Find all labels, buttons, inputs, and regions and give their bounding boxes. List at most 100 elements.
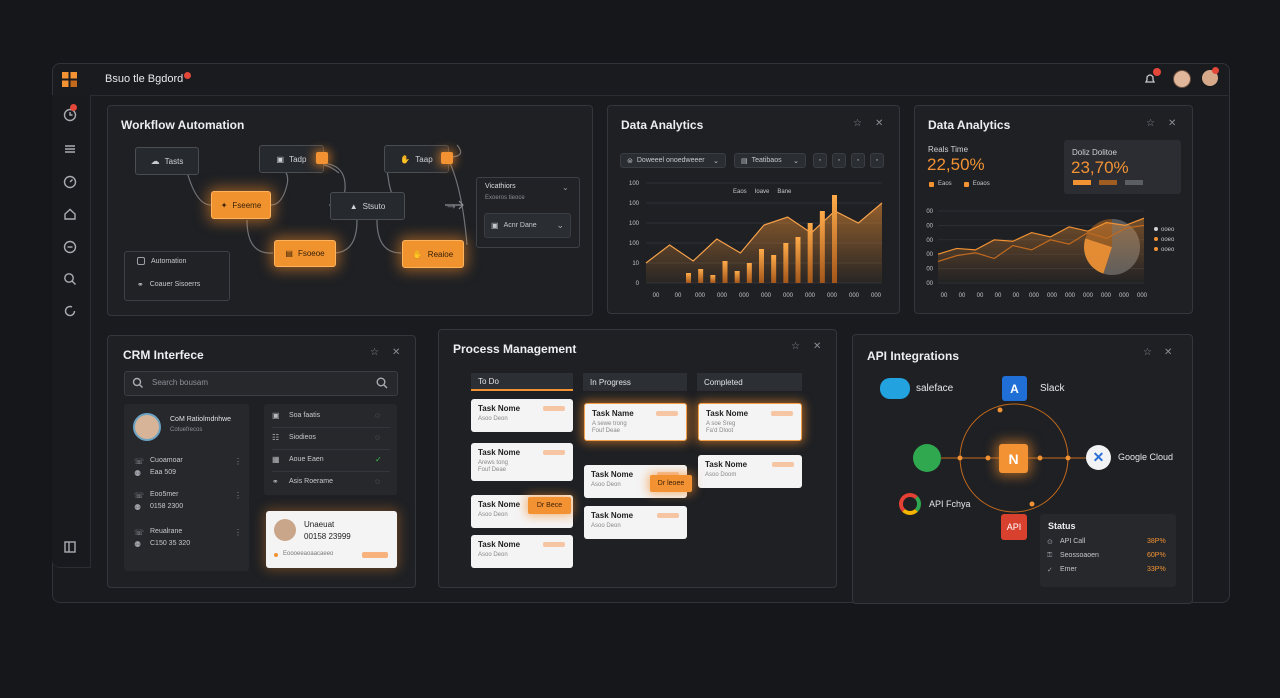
refresh-icon[interactable]: [63, 304, 77, 323]
list-item-icon: ☷: [272, 433, 280, 442]
toolbar-btn-3[interactable]: ◦: [851, 153, 865, 168]
status-row-label: Emer: [1060, 566, 1077, 573]
column-todo[interactable]: To Do: [471, 373, 573, 391]
crm-list-item[interactable]: ⚭ Asis Roerame ◌: [272, 477, 390, 493]
close-icon[interactable]: ✕: [875, 118, 884, 129]
line-series: [937, 224, 1145, 262]
filter1-label: Doweeel onoedweeer: [636, 156, 705, 164]
legend-coauev-label: Coauer Sisoerrs: [149, 281, 201, 288]
x-tick-label: 00: [675, 293, 682, 299]
crm-star-icon[interactable]: ☆: [370, 347, 379, 358]
task-card[interactable]: Task Nome Arews tong Fouf Deae: [471, 443, 573, 481]
column-inprogress[interactable]: In Progress: [583, 373, 687, 391]
clock-icon[interactable]: [63, 108, 77, 127]
task-subtitle: Asoo Doom: [705, 472, 737, 478]
salesforce-icon[interactable]: [880, 378, 910, 399]
toolbar-btn-4[interactable]: ◦: [870, 153, 884, 168]
integration-green-icon[interactable]: [913, 444, 941, 472]
list-item-label: Soa faatis: [289, 412, 321, 419]
action-icon[interactable]: ◌: [375, 433, 380, 442]
home-icon[interactable]: [63, 207, 77, 226]
task-card[interactable]: Task Nome A soe Sreg Fa'd Dloot: [698, 403, 802, 441]
filter-dropdown-2[interactable]: ▤ Teatibaos ⌄: [734, 153, 806, 168]
node-taap[interactable]: ✋ Taap: [384, 145, 449, 173]
google-cloud-icon[interactable]: ✕: [1086, 445, 1111, 470]
legend-dot: [1154, 247, 1158, 251]
crm-close-icon[interactable]: ✕: [392, 347, 401, 358]
crm-list-item[interactable]: ☷ Siodieos ◌: [272, 433, 390, 450]
node-fsoeoe[interactable]: ▤ Fsoeoe: [274, 240, 336, 267]
node-fseeme[interactable]: ✦ Fseeme: [211, 191, 271, 219]
chevron-down-icon[interactable]: ⌄: [562, 183, 569, 192]
star-icon[interactable]: ☆: [853, 118, 862, 129]
x-tick-label: 000: [1047, 293, 1058, 299]
node-reaioe[interactable]: ✋ Reaioe: [402, 240, 464, 268]
process-star-icon[interactable]: ☆: [791, 341, 800, 352]
task-card[interactable]: Task Nome Asoo Deon: [584, 506, 687, 539]
action-icon[interactable]: ◌: [375, 411, 380, 420]
filter-dropdown-1[interactable]: ⊜ Doweeel onoedweeer ⌄: [620, 153, 726, 168]
action-icon[interactable]: ◌: [375, 477, 380, 486]
analytics-title-1: Data Analytics: [621, 118, 704, 132]
avatar[interactable]: [1173, 70, 1191, 88]
task-card[interactable]: Task Nome Asoo Deon: [471, 399, 573, 432]
gauge-icon[interactable]: [63, 175, 77, 194]
app-logo[interactable]: [62, 72, 77, 87]
bell-icon[interactable]: [1143, 72, 1157, 91]
api-close-icon[interactable]: ✕: [1164, 347, 1173, 358]
slack-icon[interactable]: A: [1002, 376, 1027, 401]
google-icon[interactable]: [899, 493, 921, 515]
x-tick-label: 000: [717, 293, 728, 299]
profile-avatar-1: [133, 413, 161, 441]
process-close-icon[interactable]: ✕: [813, 341, 822, 352]
drag-tag-1[interactable]: Dr Bece: [528, 497, 571, 514]
profile-avatar[interactable]: [1202, 70, 1218, 86]
side-select[interactable]: ▣ Acnr Dane ⌄: [484, 213, 571, 238]
task-badge: [543, 450, 565, 455]
contact-row[interactable]: ☏ Reualrane ⚉ C150 35 320 ⋮: [134, 528, 242, 556]
menu-icon[interactable]: [63, 142, 77, 161]
panel-toggle-icon[interactable]: [63, 540, 77, 559]
crm-search-submit-icon[interactable]: [376, 376, 388, 394]
contact-row[interactable]: ☏ Cuoamoar ⚉ Eaa 509 ⋮: [134, 457, 242, 485]
y-tick-label: 0: [636, 281, 640, 287]
google-cloud-label: Google Cloud: [1118, 452, 1174, 462]
crm-search-icon: [132, 376, 144, 394]
close-icon-2[interactable]: ✕: [1168, 118, 1177, 129]
card-name: Unaeuat: [304, 520, 335, 529]
api-star-icon[interactable]: ☆: [1143, 347, 1152, 358]
task-card[interactable]: Task Nome Asoo Doom: [698, 455, 802, 488]
node-tadp[interactable]: ▣ Tadp: [259, 145, 324, 173]
chat-icon[interactable]: [63, 240, 77, 259]
drag-tag-2[interactable]: Dr leoee: [650, 475, 692, 492]
bar: [722, 261, 728, 283]
sidebar-badge: [70, 104, 77, 111]
crm-search-input[interactable]: [124, 371, 398, 396]
title-badge: [184, 72, 191, 79]
node-stsuto[interactable]: ▲ Stsuto: [330, 192, 405, 220]
crm-list-item[interactable]: ▦ Aoue Eaen ✓: [272, 455, 390, 472]
profile-name: CoM Ratiolmdnhwe: [170, 416, 232, 423]
crm-list-item[interactable]: ▣ Soa faatis ◌: [272, 411, 390, 428]
check-icon[interactable]: ✓: [375, 455, 382, 464]
star-icon-2[interactable]: ☆: [1146, 118, 1155, 129]
task-card[interactable]: Task Nome Asoo Deon: [471, 535, 573, 568]
toolbar-btn-1[interactable]: ◦: [813, 153, 827, 168]
column-completed[interactable]: Completed: [697, 373, 802, 391]
filter2-label: Teatibaos: [751, 156, 782, 164]
slack-label: Slack: [1040, 383, 1065, 394]
contact-row[interactable]: ☏ Eoo5mer ⚉ 0158 2300 ⋮: [134, 491, 242, 519]
node-tadp-label: Tadp: [289, 154, 307, 164]
more-icon[interactable]: ⋮: [234, 491, 242, 500]
more-icon[interactable]: ⋮: [234, 457, 242, 466]
toolbar-btn-2[interactable]: ◦: [832, 153, 846, 168]
more-icon[interactable]: ⋮: [234, 528, 242, 537]
task-title: Task Nome: [706, 409, 749, 418]
card-progress: [362, 552, 388, 558]
task-card[interactable]: Task Name A sewe trong Fouf Deae: [584, 403, 687, 441]
bar: [832, 195, 837, 283]
api-badge[interactable]: API: [1001, 514, 1027, 540]
hub-icon[interactable]: N: [999, 444, 1028, 473]
node-tasts[interactable]: ☁ Tasts: [135, 147, 199, 175]
search-icon[interactable]: [63, 272, 77, 291]
